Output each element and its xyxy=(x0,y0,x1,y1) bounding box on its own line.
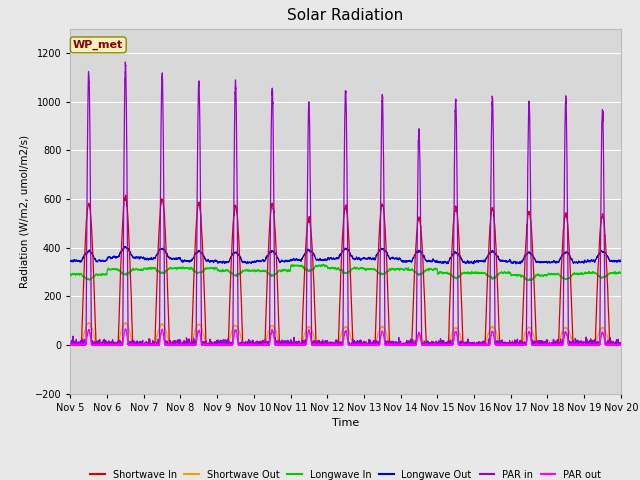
Title: Solar Radiation: Solar Radiation xyxy=(287,9,404,24)
X-axis label: Time: Time xyxy=(332,418,359,428)
Y-axis label: Radiation (W/m2, umol/m2/s): Radiation (W/m2, umol/m2/s) xyxy=(19,134,29,288)
Text: WP_met: WP_met xyxy=(73,40,124,50)
Legend: Shortwave In, Shortwave Out, Longwave In, Longwave Out, PAR in, PAR out: Shortwave In, Shortwave Out, Longwave In… xyxy=(86,466,605,480)
